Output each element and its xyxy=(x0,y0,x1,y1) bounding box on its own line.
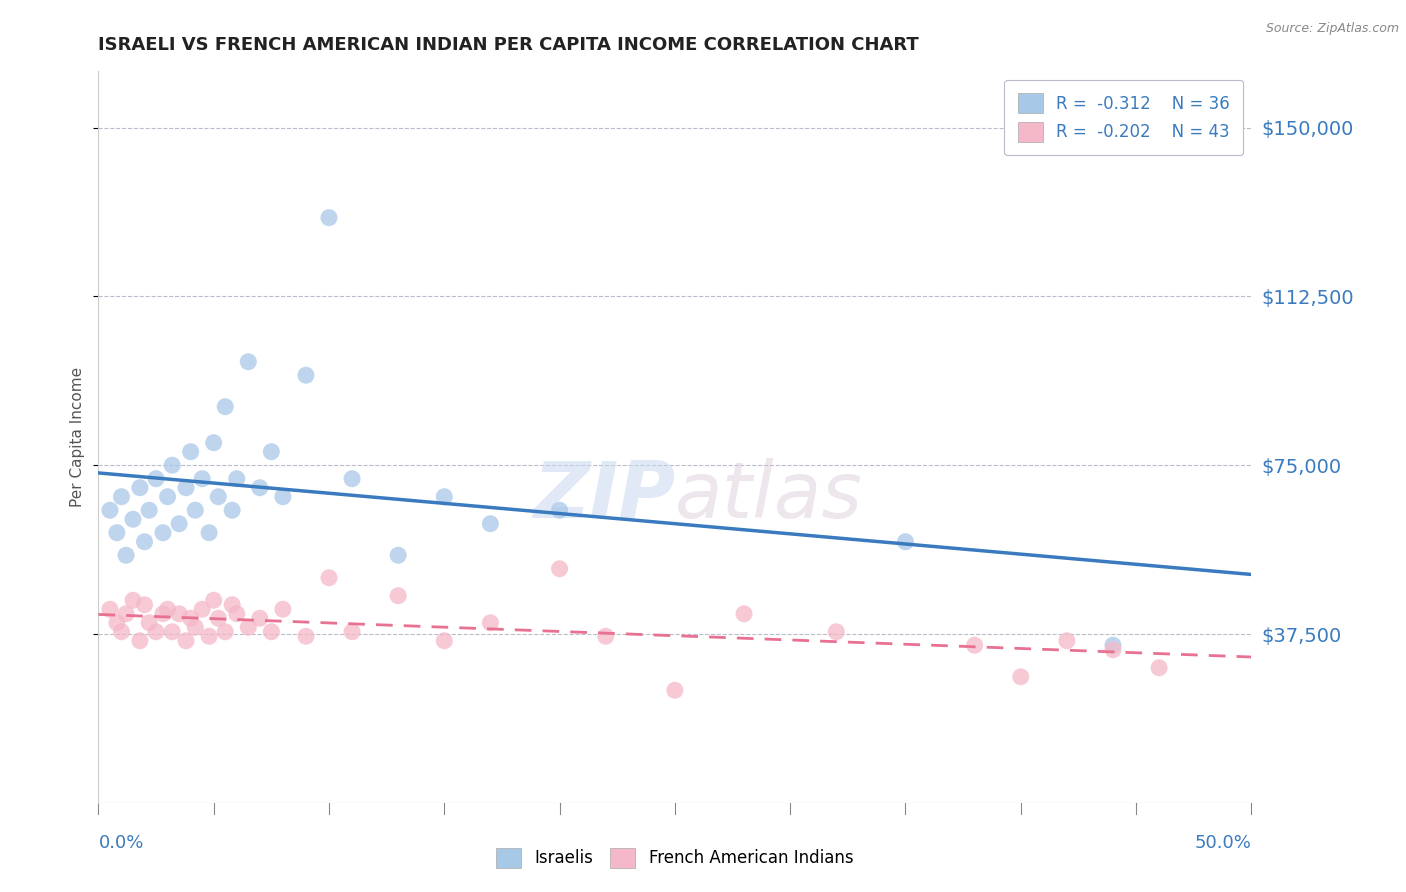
Text: Source: ZipAtlas.com: Source: ZipAtlas.com xyxy=(1265,22,1399,36)
Text: ZIP: ZIP xyxy=(533,458,675,533)
Point xyxy=(433,633,456,648)
Point xyxy=(894,534,917,549)
Point xyxy=(1056,633,1078,648)
Point xyxy=(191,602,214,616)
Text: 0.0%: 0.0% xyxy=(98,834,143,852)
Point xyxy=(225,472,247,486)
Point xyxy=(174,633,197,648)
Point xyxy=(1102,642,1125,657)
Point xyxy=(115,607,138,621)
Point xyxy=(98,602,121,616)
Point xyxy=(214,400,236,414)
Point xyxy=(295,629,318,643)
Point xyxy=(271,490,294,504)
Point xyxy=(160,624,183,639)
Point xyxy=(207,611,229,625)
Point xyxy=(238,354,260,368)
Point xyxy=(138,615,160,630)
Point xyxy=(160,458,183,473)
Point xyxy=(152,525,174,540)
Point xyxy=(110,490,132,504)
Legend: Israelis, French American Indians: Israelis, French American Indians xyxy=(489,841,860,875)
Point xyxy=(105,525,128,540)
Point xyxy=(134,598,156,612)
Point xyxy=(595,629,617,643)
Point xyxy=(1010,670,1032,684)
Point xyxy=(1147,661,1170,675)
Point xyxy=(184,620,207,634)
Point xyxy=(122,593,145,607)
Point xyxy=(156,490,179,504)
Point xyxy=(260,444,283,458)
Legend: R =  -0.312    N = 36, R =  -0.202    N = 43: R = -0.312 N = 36, R = -0.202 N = 43 xyxy=(1004,79,1243,155)
Point xyxy=(156,602,179,616)
Point xyxy=(214,624,236,639)
Point xyxy=(340,472,363,486)
Point xyxy=(387,589,409,603)
Point xyxy=(167,607,190,621)
Point xyxy=(198,525,221,540)
Point xyxy=(221,503,243,517)
Point xyxy=(825,624,848,639)
Point xyxy=(145,624,167,639)
Point xyxy=(249,481,271,495)
Point xyxy=(340,624,363,639)
Point xyxy=(479,516,502,531)
Point xyxy=(180,611,202,625)
Point xyxy=(733,607,755,621)
Point xyxy=(129,481,152,495)
Point xyxy=(260,624,283,639)
Text: atlas: atlas xyxy=(675,458,863,533)
Point xyxy=(129,633,152,648)
Point xyxy=(207,490,229,504)
Point xyxy=(184,503,207,517)
Point xyxy=(180,444,202,458)
Point xyxy=(174,481,197,495)
Point xyxy=(152,607,174,621)
Point xyxy=(110,624,132,639)
Point xyxy=(191,472,214,486)
Point xyxy=(138,503,160,517)
Point xyxy=(122,512,145,526)
Point xyxy=(202,593,225,607)
Point xyxy=(318,211,340,225)
Point xyxy=(98,503,121,517)
Text: ISRAELI VS FRENCH AMERICAN INDIAN PER CAPITA INCOME CORRELATION CHART: ISRAELI VS FRENCH AMERICAN INDIAN PER CA… xyxy=(98,36,920,54)
Text: 50.0%: 50.0% xyxy=(1195,834,1251,852)
Point xyxy=(145,472,167,486)
Point xyxy=(225,607,247,621)
Point xyxy=(134,534,156,549)
Point xyxy=(198,629,221,643)
Point xyxy=(295,368,318,383)
Point xyxy=(105,615,128,630)
Point xyxy=(963,638,986,652)
Point xyxy=(238,620,260,634)
Point xyxy=(249,611,271,625)
Y-axis label: Per Capita Income: Per Capita Income xyxy=(70,367,86,508)
Point xyxy=(479,615,502,630)
Point xyxy=(548,503,571,517)
Point xyxy=(433,490,456,504)
Point xyxy=(387,548,409,562)
Point xyxy=(1102,638,1125,652)
Point xyxy=(271,602,294,616)
Point xyxy=(221,598,243,612)
Point xyxy=(167,516,190,531)
Point xyxy=(548,562,571,576)
Point xyxy=(115,548,138,562)
Point xyxy=(318,571,340,585)
Point xyxy=(202,435,225,450)
Point xyxy=(664,683,686,698)
